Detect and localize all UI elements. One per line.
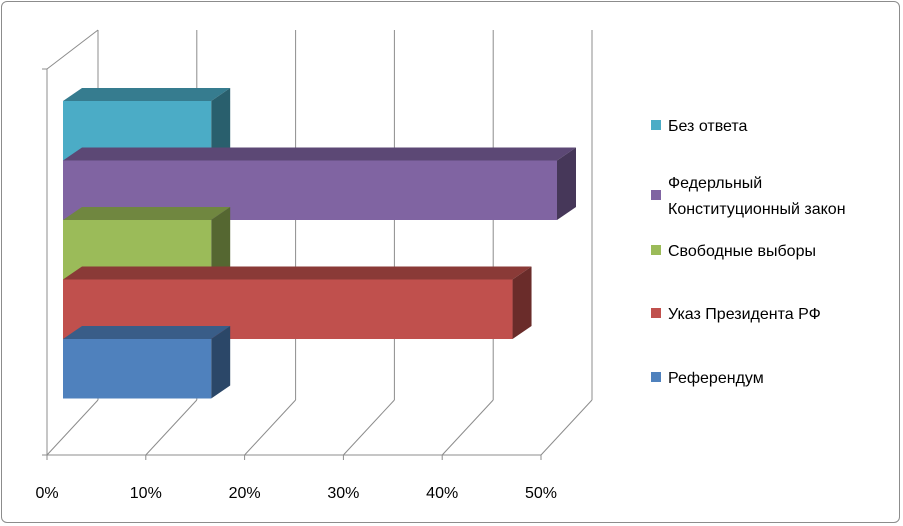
- legend-swatch: [651, 245, 661, 255]
- legend-swatch: [651, 120, 661, 130]
- bar-side-face: [211, 207, 231, 280]
- gridline-floor: [46, 399, 99, 456]
- x-tick-label: 20%: [229, 485, 261, 502]
- legend-label: Указ Президента РФ: [668, 306, 821, 323]
- gridline-floor: [540, 399, 593, 456]
- legend-item: Указ Президента РФ: [651, 306, 821, 323]
- axis-layer: 0% 10% 20% 30% 40% 50%: [35, 68, 557, 502]
- x-tick-label: 10%: [130, 485, 162, 502]
- legend-label: Конституционный закон: [668, 201, 846, 218]
- bar-2: [63, 266, 532, 339]
- legend-swatch: [651, 308, 661, 318]
- bar-front-face: [63, 339, 212, 399]
- bar-top-face: [63, 266, 532, 280]
- x-tick-label: 30%: [327, 485, 359, 502]
- gridline-floor: [343, 399, 395, 456]
- bar-1: [63, 326, 231, 399]
- bar-side-face: [211, 88, 231, 161]
- legend-label: Федерльный: [668, 175, 762, 192]
- bar-top-face: [63, 207, 231, 220]
- legend-item: Свободные выборы: [651, 243, 816, 260]
- legend-swatch: [651, 372, 661, 382]
- gridline-floor: [145, 399, 198, 456]
- bar-top-face: [63, 147, 576, 161]
- x-tick-label: 40%: [426, 485, 458, 502]
- bar-top-face: [63, 326, 231, 339]
- gridline-floor: [244, 399, 296, 456]
- bar-side-face: [557, 147, 576, 220]
- legend-label: Свободные выборы: [668, 243, 816, 260]
- legend-item: Федерльный Конституционный закон: [651, 175, 846, 218]
- bar-top-face: [63, 88, 231, 101]
- bar-4: [63, 147, 576, 220]
- bar-side-face: [211, 326, 231, 399]
- legend-item: Референдум: [651, 370, 764, 387]
- legend-label: Без ответа: [668, 118, 748, 135]
- legend-swatch: [651, 190, 661, 200]
- legend-item: Без ответа: [651, 118, 748, 135]
- legend-label: Референдум: [668, 370, 764, 387]
- side-wall-edge: [46, 29, 99, 70]
- gridline-floor: [441, 399, 494, 456]
- x-tick-label: 0%: [35, 485, 58, 502]
- bars-layer: [63, 88, 576, 399]
- legend: Без ответа Федерльный Конституционный зако…: [651, 118, 846, 387]
- x-tick-label: 50%: [525, 485, 557, 502]
- bar-side-face: [512, 266, 532, 339]
